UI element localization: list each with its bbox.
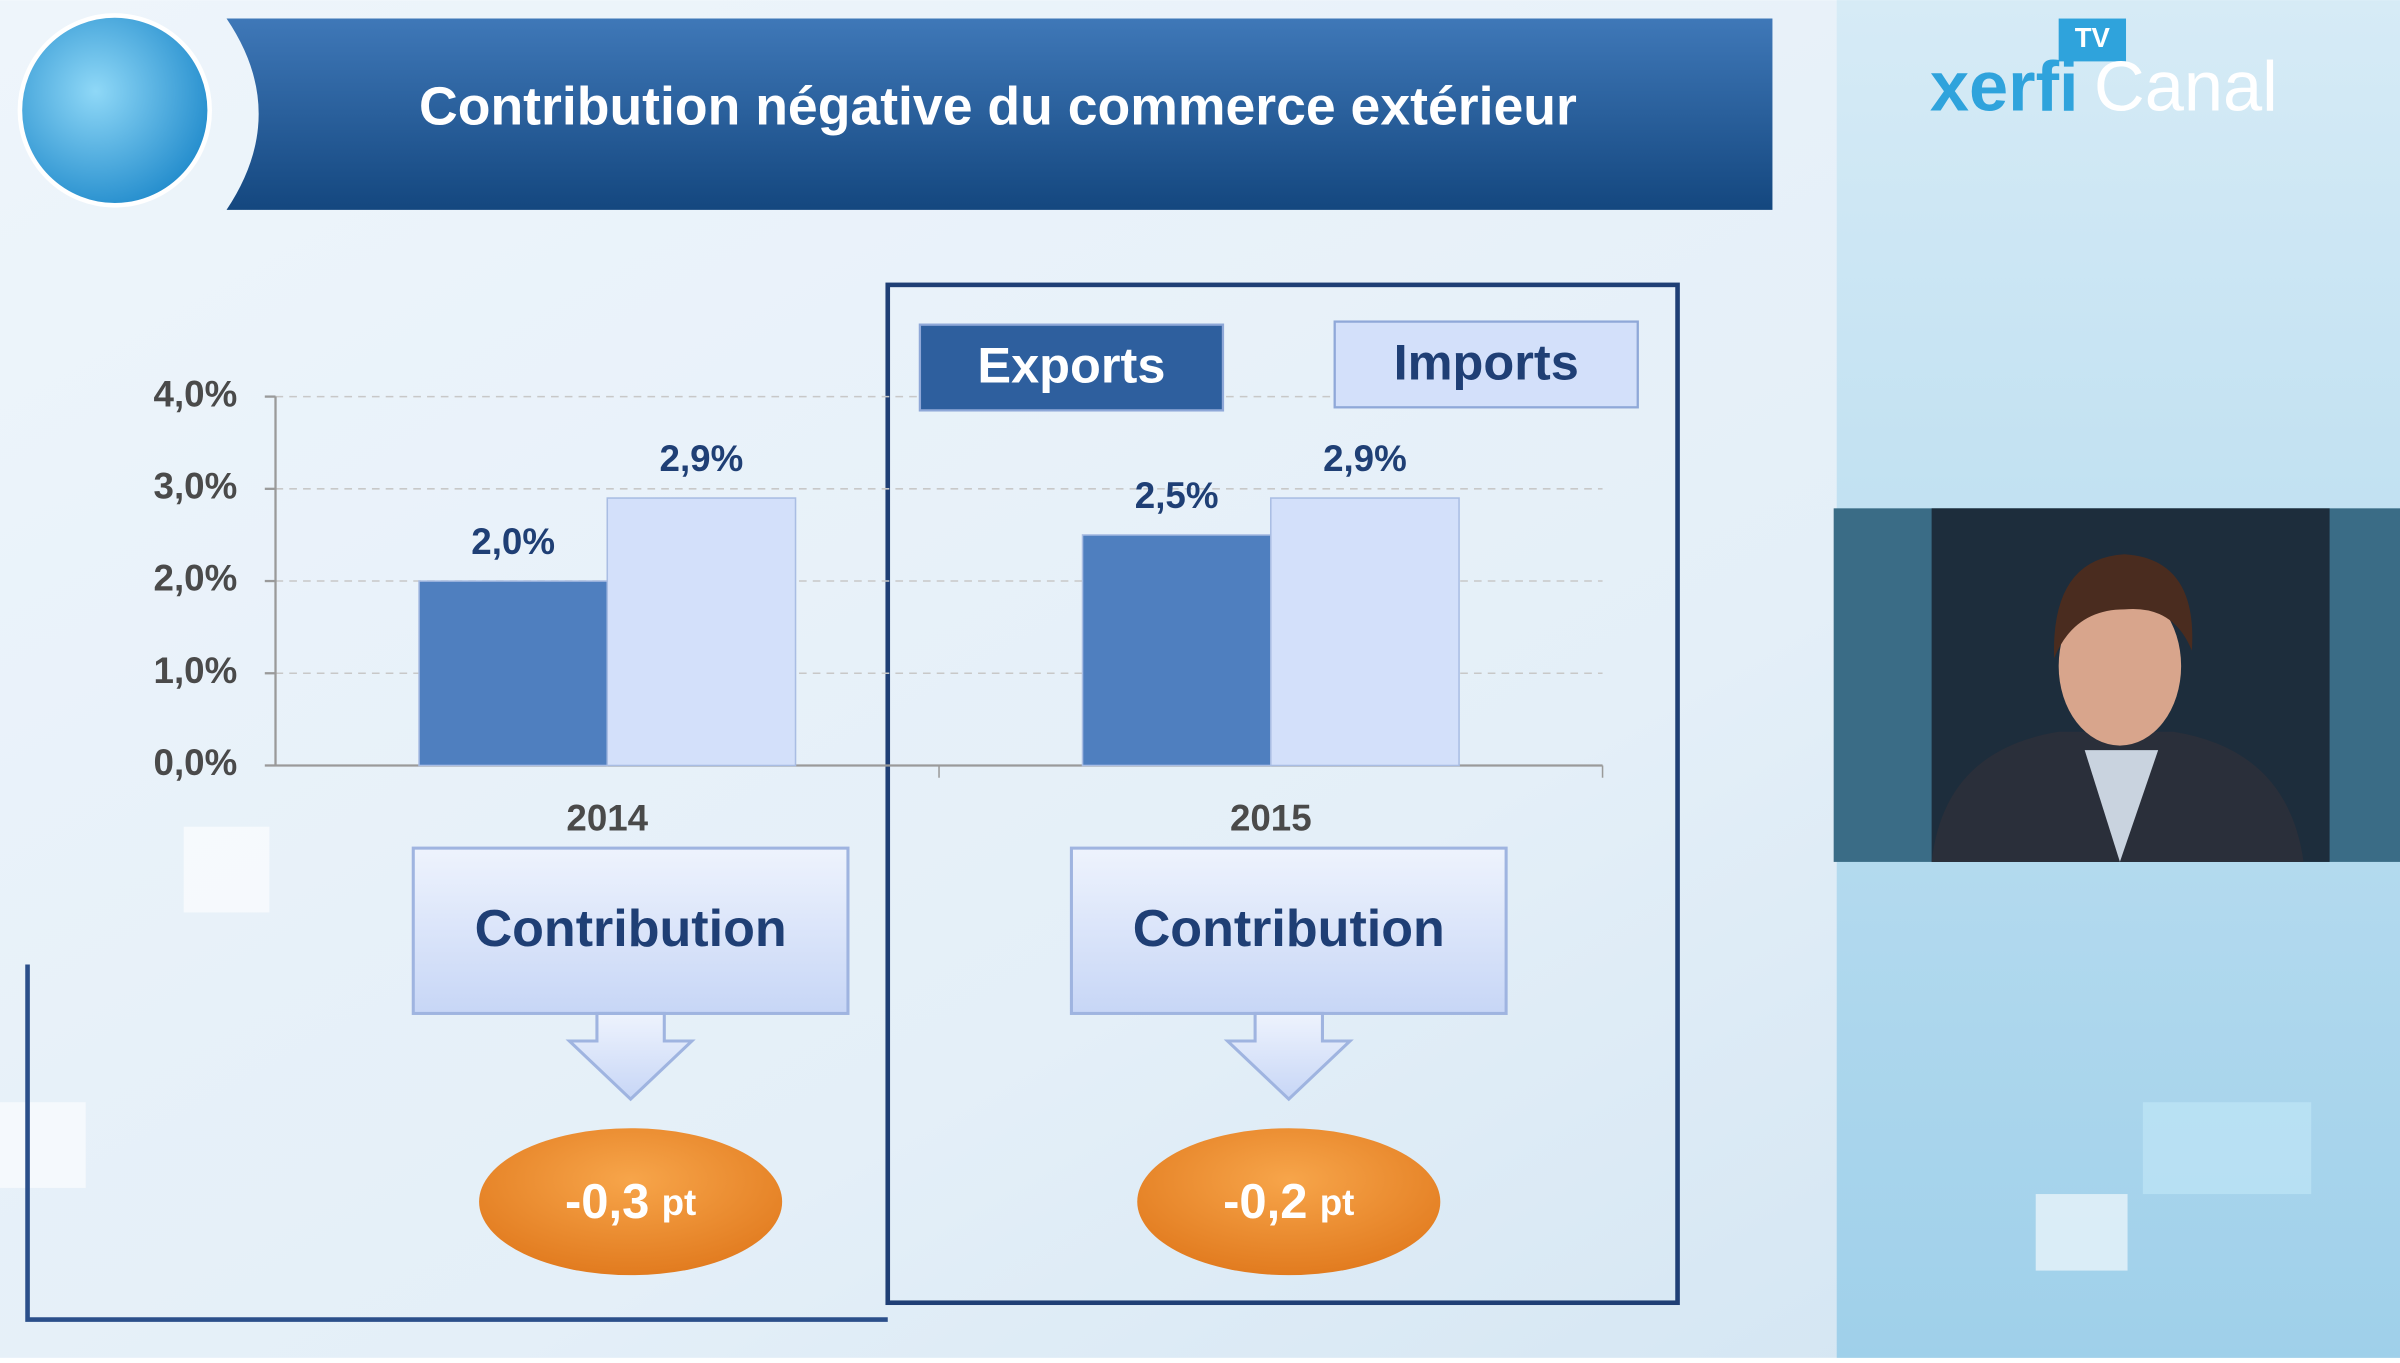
presenter-hair — [2053, 554, 2193, 659]
x-tick-label: 2015 — [1230, 797, 1312, 838]
y-tick-label: 4,0% — [154, 373, 238, 414]
bar — [418, 580, 609, 767]
contribution-value: -0,3 pt — [565, 1175, 696, 1229]
logo-channel: Canal — [2094, 47, 2278, 126]
logo-badge-text: TV — [2075, 22, 2111, 53]
contribution-arrow — [565, 1011, 696, 1102]
contribution-box — [1069, 846, 1508, 1015]
contribution-label: Contribution — [475, 900, 787, 958]
contribution-unit: pt — [1320, 1181, 1355, 1222]
contribution-number: -0,3 — [565, 1175, 649, 1229]
contribution-box — [411, 846, 850, 1015]
y-tick-label: 1,0% — [154, 650, 238, 691]
frame-line — [25, 964, 888, 1322]
presenter-shirt — [2084, 750, 2159, 862]
contribution-number: -0,2 — [1223, 1175, 1307, 1229]
highlight-frame — [885, 282, 1680, 1306]
y-tick-label: 2,0% — [154, 558, 238, 599]
legend-label: Exports — [977, 336, 1165, 393]
video-inset — [1833, 508, 2400, 862]
deco-square — [0, 1102, 86, 1188]
globe-logo — [17, 13, 212, 208]
deco-square — [183, 826, 270, 913]
contribution-unit: pt — [662, 1181, 697, 1222]
value-label: 2,0% — [471, 521, 555, 562]
chart-title: Contribution négative du commerce extéri… — [419, 78, 1577, 137]
deco-square — [2142, 1102, 2312, 1195]
logo-badge — [2058, 18, 2127, 62]
value-label: 2,5% — [1135, 475, 1219, 516]
bar — [1270, 497, 1460, 767]
value-label: 2,9% — [660, 438, 744, 479]
y-tick-label: 3,0% — [154, 466, 238, 507]
contribution-arrow — [1223, 1011, 1354, 1102]
contribution-label: Contribution — [1133, 900, 1445, 958]
contribution-badge — [1137, 1128, 1441, 1276]
title-banner — [226, 18, 1773, 210]
x-tick-label: 2014 — [566, 797, 648, 838]
legend-label: Imports — [1394, 333, 1579, 390]
contribution-badge — [479, 1128, 783, 1276]
bar — [606, 497, 797, 767]
bar — [1081, 534, 1272, 767]
contribution-value: -0,2 pt — [1223, 1175, 1354, 1229]
legend-swatch — [918, 323, 1225, 412]
presenter-face — [2058, 586, 2182, 746]
value-label: 2,9% — [1323, 438, 1407, 479]
logo-brand: xerfi — [1930, 47, 2079, 126]
y-tick-label: 0,0% — [154, 742, 238, 783]
deco-square — [2035, 1194, 2128, 1271]
legend-swatch — [1333, 320, 1639, 409]
